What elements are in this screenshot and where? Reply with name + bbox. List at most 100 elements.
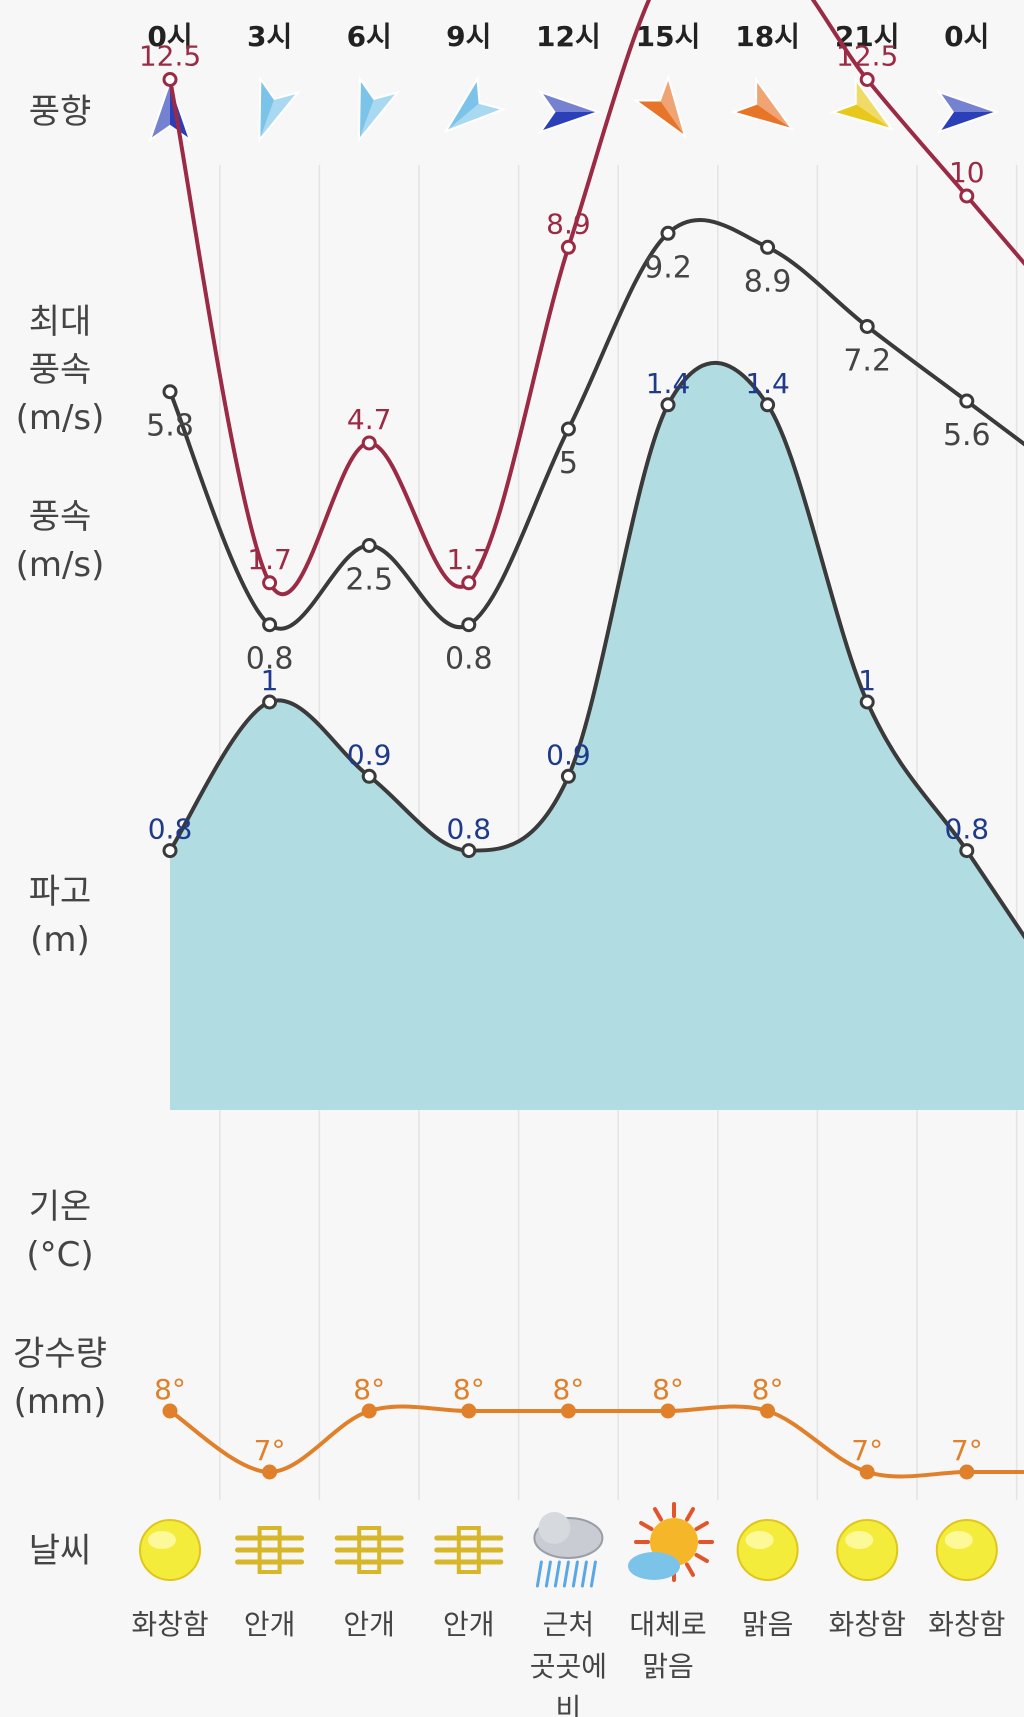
wind-speed-label: 9.2 [644, 250, 692, 285]
wave-height-point [859, 694, 875, 710]
hour-label: 6시 [347, 20, 392, 53]
arrow-shape [729, 76, 795, 131]
weather-text: 안개 [244, 1608, 296, 1641]
temperature-line [168, 1404, 1024, 1479]
label-wave-height: 파고 (m) [28, 872, 92, 960]
max-wind-speed-point [959, 188, 975, 204]
weather-text: 곳곳에 [530, 1650, 607, 1683]
wave-height-point [262, 694, 278, 710]
temperature-label: 8° [453, 1373, 485, 1406]
temperature-label: 8° [652, 1373, 684, 1406]
max-wind-speed-label: 1.7 [447, 543, 492, 576]
sun-disc [935, 1519, 998, 1581]
cloud-puff [538, 1512, 571, 1544]
arrow-shape [258, 75, 301, 144]
temperature-label: 7° [851, 1434, 883, 1467]
label-temperature: 기온 (°C) [26, 1187, 94, 1275]
label-weather: 날씨 [28, 1531, 92, 1571]
wind-speed-point [560, 421, 576, 437]
max-wind-speed-label: 8.9 [546, 207, 591, 240]
wind-speed-label: 5.6 [943, 418, 991, 453]
wind-speed-point [859, 318, 875, 334]
sun-ray [694, 1553, 709, 1563]
temperature-label: 8° [752, 1373, 784, 1406]
arrow-southwest-icon [258, 75, 301, 144]
wave-height-label: 0.9 [347, 738, 392, 771]
wind-speed-label: 7.2 [843, 343, 891, 378]
arrow-highlight [259, 92, 298, 141]
label-precipitation: 강수량 (mm) [13, 1334, 107, 1422]
sun-disc [736, 1519, 799, 1581]
wind-speed-label: 2.5 [345, 563, 393, 598]
hour-label: 15시 [636, 20, 701, 53]
wind-speed-line [168, 217, 1024, 631]
temperature-point [859, 1464, 875, 1480]
sun-ray [685, 1507, 695, 1522]
label-max-wind-speed: 최대 풍속 (m/s) [15, 302, 105, 438]
arrow-southeast-icon [729, 76, 795, 131]
temperature-label: 8° [154, 1373, 186, 1406]
weather-text: 비 [556, 1692, 582, 1717]
hour-label: 3시 [247, 20, 292, 53]
rain-drop [580, 1560, 588, 1588]
fog-mark [257, 1526, 282, 1574]
arrow-southeast-icon [632, 74, 687, 140]
temperature-point [660, 1403, 676, 1419]
fog-icon [235, 1526, 305, 1574]
wave-height-label: 0.8 [148, 813, 193, 846]
wave-line [168, 360, 1024, 940]
wave-area [170, 362, 1024, 1110]
arrow-north-icon [148, 78, 192, 143]
wave-height-point [660, 397, 676, 413]
wind-speed-point [262, 617, 278, 633]
max-wind-speed-label: 1.7 [247, 543, 292, 576]
wind-speed-label: 0.8 [445, 642, 493, 677]
temperature-label: 8° [353, 1373, 385, 1406]
fog-mark [357, 1526, 382, 1574]
wind-speed-point [660, 225, 676, 241]
arrow-shape [829, 76, 895, 131]
max-wind-speed-label: 12.5 [139, 40, 201, 73]
arrow-highlight [659, 77, 686, 137]
max-wind-speed-point [461, 575, 477, 591]
hour-label: 18시 [735, 20, 800, 53]
arrow-highlight [855, 79, 892, 130]
wind-speed-label: 5.8 [146, 409, 194, 444]
weather-text: 근처 [543, 1608, 595, 1641]
arrow-shape [632, 74, 687, 140]
rain-cloud-icon [533, 1512, 604, 1588]
wind-speed-label: 5 [559, 446, 578, 481]
sun-disc [836, 1519, 899, 1581]
arrow-southwest-icon [443, 75, 507, 134]
wave-height-point [361, 768, 377, 784]
wind-speed-point [760, 239, 776, 255]
temperature-point [162, 1403, 178, 1419]
sun-icon [736, 1519, 799, 1581]
wind-speed-label: 8.9 [744, 264, 792, 299]
temperature-point [959, 1464, 975, 1480]
wave-height-label: 0.9 [546, 738, 591, 771]
arrow-shape [936, 90, 1000, 134]
wave-height-label: 1 [261, 664, 279, 697]
wind-speed-label: 0.8 [246, 642, 294, 677]
weather-text: 맑음 [642, 1650, 694, 1683]
sun-icon [139, 1519, 201, 1581]
arrow-shape [443, 75, 507, 134]
sun-icon [836, 1519, 899, 1581]
temperature-point [262, 1464, 278, 1480]
weather-text: 대체로 [629, 1608, 706, 1641]
arrow-highlight [938, 92, 997, 112]
sun-disc [139, 1519, 201, 1581]
temperature-label: 8° [552, 1373, 584, 1406]
wave-height-point [461, 843, 477, 859]
wind-speed-point [461, 617, 477, 633]
arrow-southeast-icon [829, 76, 895, 131]
arrow-shape [537, 90, 602, 134]
arrow-highlight [150, 82, 170, 140]
fog-mark [456, 1526, 481, 1574]
weather-text: 화창함 [928, 1608, 1005, 1641]
weather-text: 화창함 [131, 1608, 208, 1641]
hour-label: 0시 [944, 20, 989, 53]
sun-ray [694, 1521, 709, 1531]
